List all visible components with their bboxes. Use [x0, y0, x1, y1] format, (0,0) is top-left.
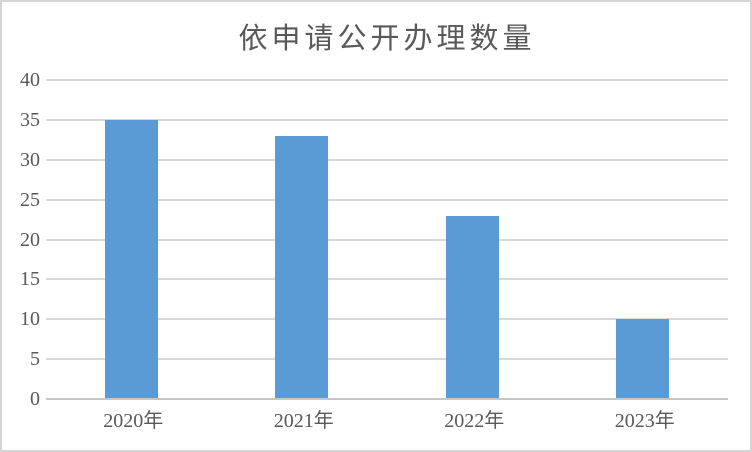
gridline-5 — [46, 358, 728, 361]
y-tick-label-5: 5 — [30, 348, 40, 371]
chart-title: 依申请公开办理数量 — [238, 23, 536, 55]
y-tick-label-40: 40 — [20, 69, 40, 91]
x-tick-label-2021年: 2021年 — [273, 410, 334, 432]
x-axis-labels: 2020年 2021年 2022年 2023年 — [2, 409, 750, 439]
gridline-15 — [46, 278, 728, 281]
y-tick-label-20: 20 — [20, 228, 40, 251]
y-tick-label-35: 35 — [20, 108, 40, 131]
gridline-20 — [46, 238, 728, 241]
gridline-40 — [46, 79, 728, 81]
y-tick-label-15: 15 — [20, 268, 40, 291]
y-tick-label-30: 30 — [20, 148, 40, 171]
x-tick-label-2022年: 2022年 — [444, 410, 505, 432]
plot-area — [46, 79, 728, 400]
gridline-30 — [46, 158, 728, 161]
y-tick-label-0: 0 — [30, 388, 40, 410]
x-axis-line — [46, 398, 728, 400]
bar-2023年 — [616, 319, 670, 399]
bar-2021年 — [275, 135, 329, 399]
y-tick-label-25: 25 — [20, 188, 40, 211]
gridline-25 — [46, 198, 728, 201]
gridline-10 — [46, 318, 728, 321]
x-tick-label-2023年: 2023年 — [614, 410, 675, 432]
gridline-35 — [46, 118, 728, 121]
bar-2020年 — [104, 119, 158, 399]
y-axis-labels: 0 5 10 15 20 25 30 35 40 — [2, 2, 40, 450]
y-tick-label-10: 10 — [20, 308, 40, 331]
bar-2022年 — [445, 215, 499, 399]
x-tick-label-2020年: 2020年 — [103, 410, 164, 432]
